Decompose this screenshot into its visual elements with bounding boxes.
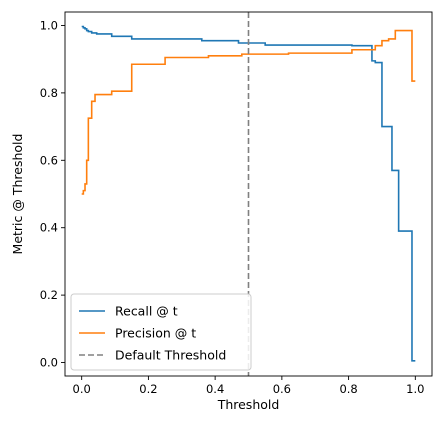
precision-line — [81, 29, 416, 195]
x-tick-label: 0.6 — [273, 382, 291, 396]
x-tick-label: 0.4 — [206, 382, 224, 396]
x-axis-ticks: 0.0 0.2 0.4 0.6 0.8 1.0 — [73, 376, 424, 396]
x-tick-label: 1.0 — [406, 382, 424, 396]
y-tick-label: 0.8 — [40, 86, 58, 100]
x-tick-label: 0.2 — [139, 382, 157, 396]
x-axis-label: Threshold — [217, 397, 280, 412]
y-tick-label: 0.4 — [40, 221, 58, 235]
y-tick-label: 1.0 — [40, 18, 58, 32]
series-layer — [81, 12, 416, 376]
legend: Recall @ t Precision @ t Default Threshold — [70, 293, 252, 371]
legend-entry-label: Default Threshold — [115, 348, 226, 363]
y-axis-label: Metric @ Threshold — [10, 134, 25, 255]
y-axis-ticks: 0.0 0.2 0.4 0.6 0.8 1.0 — [40, 18, 65, 370]
legend-entry-label: Precision @ t — [115, 326, 196, 341]
x-tick-label: 0.8 — [339, 382, 357, 396]
recall-line — [81, 25, 416, 362]
y-tick-label: 0.2 — [40, 288, 58, 302]
legend-entry-label: Recall @ t — [115, 304, 178, 319]
x-tick-label: 0.0 — [73, 382, 91, 396]
y-tick-label: 0.0 — [40, 356, 58, 370]
legend-box — [70, 293, 252, 371]
axes-frame — [64, 11, 433, 377]
y-tick-label: 0.6 — [40, 153, 58, 167]
